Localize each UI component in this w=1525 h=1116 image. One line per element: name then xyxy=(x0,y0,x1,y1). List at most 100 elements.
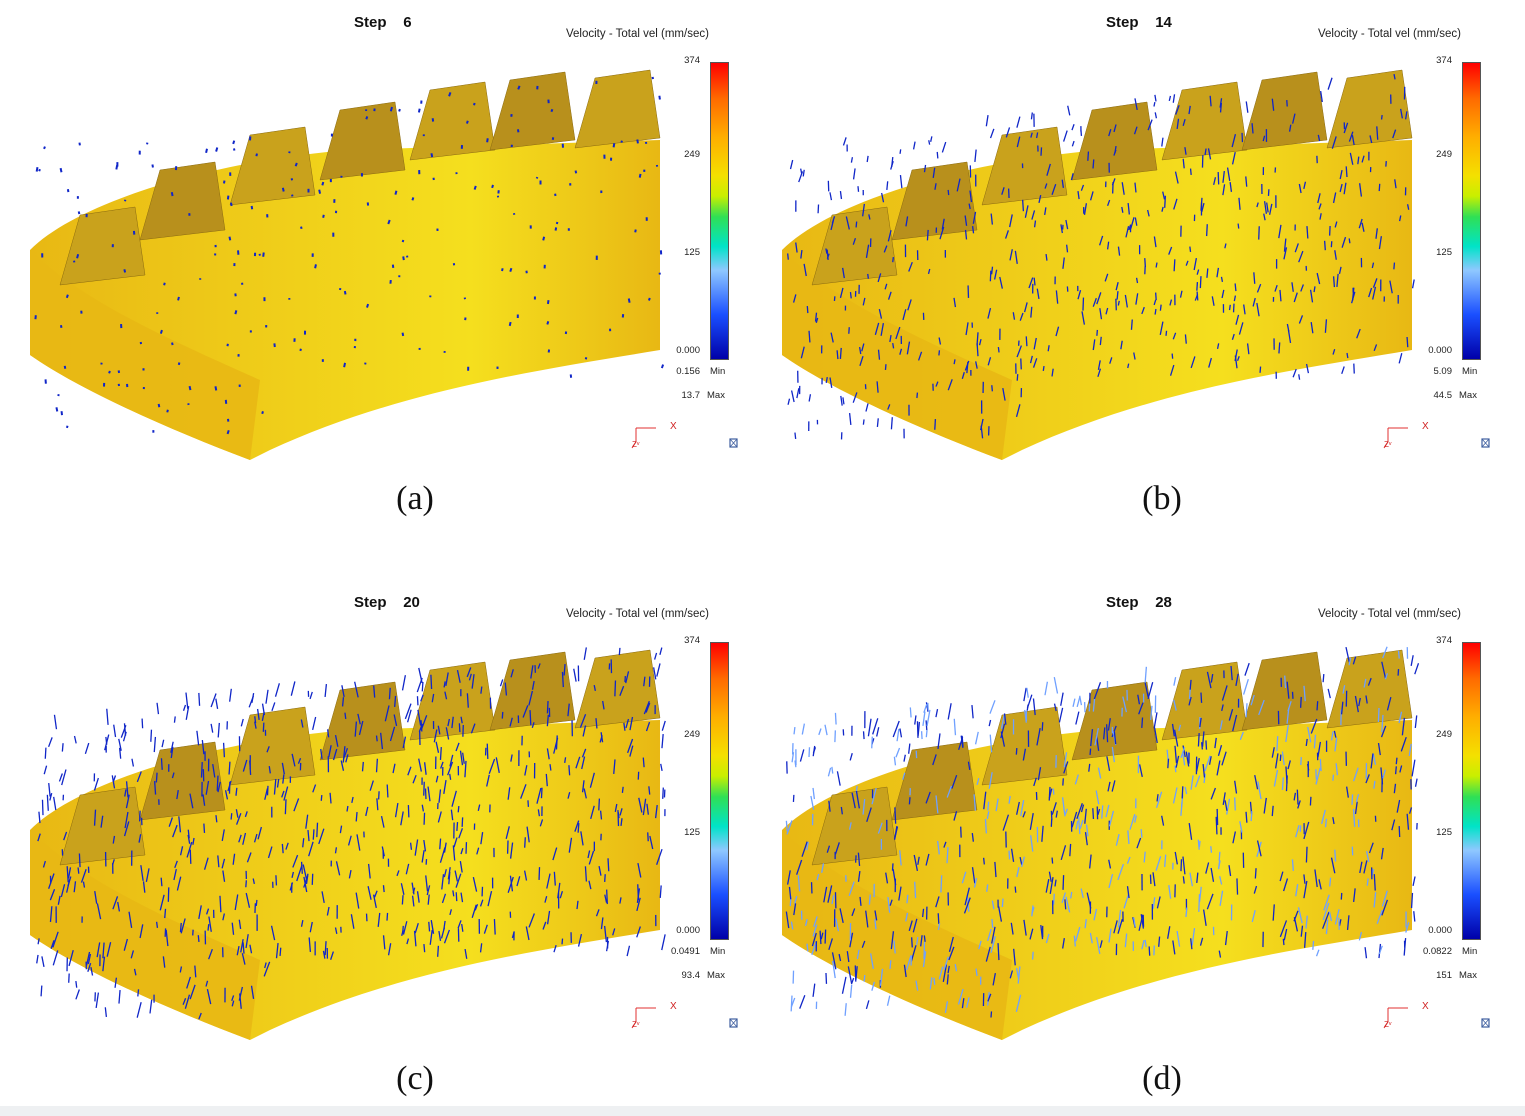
gear-tooth xyxy=(1161,661,1248,741)
velocity-vector xyxy=(1124,933,1128,948)
velocity-vector xyxy=(1215,816,1218,835)
velocity-vector xyxy=(80,869,87,883)
velocity-vector xyxy=(443,920,446,930)
velocity-vector xyxy=(235,809,239,818)
velocity-vector xyxy=(845,216,850,230)
velocity-vector xyxy=(453,837,458,848)
velocity-vector xyxy=(850,157,854,163)
velocity-vector xyxy=(849,752,853,761)
velocity-vector xyxy=(312,829,315,840)
velocity-vector xyxy=(42,860,46,868)
velocity-vector xyxy=(1174,171,1179,184)
velocity-vector xyxy=(595,909,600,917)
velocity-vector xyxy=(839,287,844,299)
velocity-vector xyxy=(504,682,508,696)
velocity-vector xyxy=(1016,867,1020,878)
velocity-vector xyxy=(48,873,55,889)
velocity-vector xyxy=(1211,296,1215,306)
velocity-vector xyxy=(1220,276,1224,282)
velocity-vector xyxy=(420,694,424,702)
velocity-vector xyxy=(923,164,927,173)
velocity-vector xyxy=(961,998,965,1009)
velocity-vector xyxy=(1346,786,1349,798)
velocity-vector xyxy=(153,736,157,753)
velocity-vector xyxy=(1286,681,1290,699)
velocity-vector xyxy=(600,732,604,743)
velocity-vector xyxy=(215,698,219,709)
velocity-vector xyxy=(1299,696,1302,708)
velocity-vector xyxy=(946,974,949,985)
velocity-vector xyxy=(1224,800,1228,811)
velocity-vector xyxy=(438,789,442,803)
velocity-vector xyxy=(308,937,312,953)
velocity-vector xyxy=(636,926,641,938)
velocity-vector xyxy=(57,895,61,905)
velocity-vector xyxy=(1196,269,1200,275)
velocity-vector xyxy=(205,908,210,915)
velocity-vector xyxy=(942,964,948,982)
velocity-vector xyxy=(455,742,460,752)
min-label: Min xyxy=(710,366,726,377)
velocity-vector xyxy=(198,1012,202,1020)
velocity-vector xyxy=(1123,894,1129,909)
velocity-vector xyxy=(427,894,430,905)
velocity-vector xyxy=(382,885,385,893)
velocity-vector xyxy=(1305,846,1308,863)
velocity-vector xyxy=(1408,743,1412,757)
velocity-vector xyxy=(886,995,891,1006)
velocity-vector xyxy=(307,830,310,842)
velocity-vector xyxy=(282,774,285,784)
velocity-vector xyxy=(173,868,177,881)
velocity-vector xyxy=(1032,358,1038,368)
velocity-vector xyxy=(966,361,969,374)
velocity-vector xyxy=(387,943,392,956)
velocity-vector xyxy=(1204,148,1207,156)
velocity-vector xyxy=(1339,183,1343,193)
velocity-vector xyxy=(1009,249,1013,261)
velocity-vector xyxy=(1398,215,1402,222)
velocity-vector xyxy=(133,968,137,976)
velocity-vector xyxy=(941,218,945,230)
legend-tick: 125 xyxy=(1436,827,1452,838)
min-label: Min xyxy=(710,946,726,957)
velocity-vector xyxy=(629,745,634,757)
velocity-vector xyxy=(439,838,442,850)
velocity-vector xyxy=(1077,191,1080,200)
velocity-vector xyxy=(118,990,121,1004)
velocity-vector xyxy=(1176,930,1181,947)
velocity-vector xyxy=(1063,761,1069,774)
velocity-vector xyxy=(841,976,847,994)
gear-velocity-plot xyxy=(782,646,1420,1040)
velocity-vector xyxy=(935,896,940,908)
velocity-vector xyxy=(320,748,323,760)
velocity-vector xyxy=(375,758,379,773)
velocity-vector xyxy=(367,886,372,900)
velocity-vector xyxy=(1013,948,1016,966)
velocity-vector xyxy=(986,884,989,892)
velocity-vector xyxy=(1126,886,1130,899)
velocity-vector xyxy=(988,719,992,727)
velocity-vector xyxy=(990,936,996,953)
velocity-vector xyxy=(1051,802,1057,815)
velocity-vector xyxy=(1329,877,1332,887)
velocity-vector xyxy=(879,968,884,986)
velocity-vector xyxy=(439,746,442,760)
velocity-vector xyxy=(234,894,239,911)
velocity-vector xyxy=(1414,715,1418,729)
velocity-vector xyxy=(394,190,398,195)
velocity-vector xyxy=(987,928,992,942)
velocity-vector xyxy=(341,697,345,707)
velocity-vector xyxy=(456,821,459,831)
velocity-vector xyxy=(995,798,999,812)
velocity-vector xyxy=(1373,892,1377,908)
velocity-vector xyxy=(179,966,183,973)
velocity-vector xyxy=(1169,364,1175,376)
velocity-vector xyxy=(452,845,456,861)
velocity-vector xyxy=(262,722,265,732)
velocity-vector xyxy=(1271,805,1274,817)
velocity-vector xyxy=(1111,780,1116,792)
gear-tooth xyxy=(229,706,316,786)
velocity-vector xyxy=(232,140,236,145)
velocity-vector xyxy=(934,419,937,430)
velocity-vector xyxy=(222,913,225,921)
